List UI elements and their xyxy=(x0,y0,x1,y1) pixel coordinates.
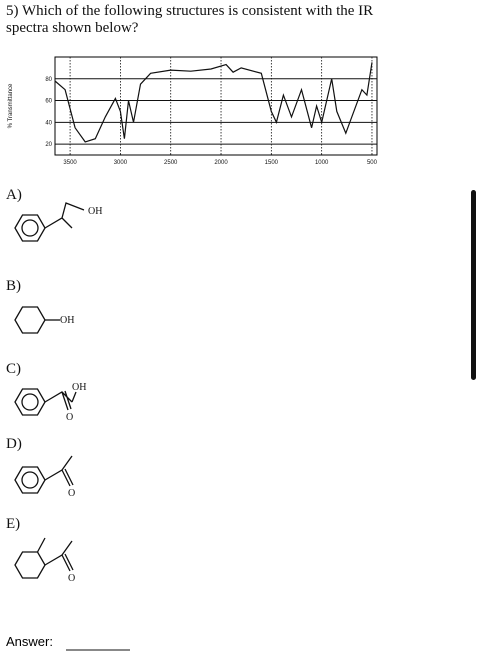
option-label: B) xyxy=(6,278,21,294)
y-tick-label: 40 xyxy=(45,120,52,126)
x-tick-label: 2500 xyxy=(164,160,178,166)
y-tick-label: 60 xyxy=(45,99,52,105)
option-label: D) xyxy=(6,436,22,452)
y-tick-label: 20 xyxy=(45,142,52,148)
atom-label: OH xyxy=(72,382,86,393)
structures xyxy=(14,202,85,579)
option-label: A) xyxy=(6,187,22,203)
x-tick-label: 3500 xyxy=(63,160,77,166)
spectrum-line xyxy=(54,62,373,143)
plot-frame xyxy=(54,56,378,156)
scrollbar[interactable] xyxy=(471,190,476,380)
atom-label: O xyxy=(68,488,75,499)
x-tick-label: 1000 xyxy=(315,160,329,166)
question: 5) Which of the following structures is … xyxy=(6,3,374,36)
x-tick-label: 1500 xyxy=(265,160,279,166)
answer-label: Answer: xyxy=(6,634,53,649)
atom-label: O xyxy=(66,412,73,423)
y-axis-label: % Transmittance xyxy=(8,83,14,128)
option-label: C) xyxy=(6,361,21,377)
x-tick-label: 500 xyxy=(367,160,378,166)
atom-label: O xyxy=(68,573,75,584)
x-tick-label: 2000 xyxy=(214,160,228,166)
x-tick-label: 3000 xyxy=(114,160,128,166)
atom-label: OH xyxy=(60,315,74,326)
option-label: E) xyxy=(6,516,20,532)
atom-label: OH xyxy=(88,206,102,217)
y-tick-label: 80 xyxy=(45,77,52,83)
